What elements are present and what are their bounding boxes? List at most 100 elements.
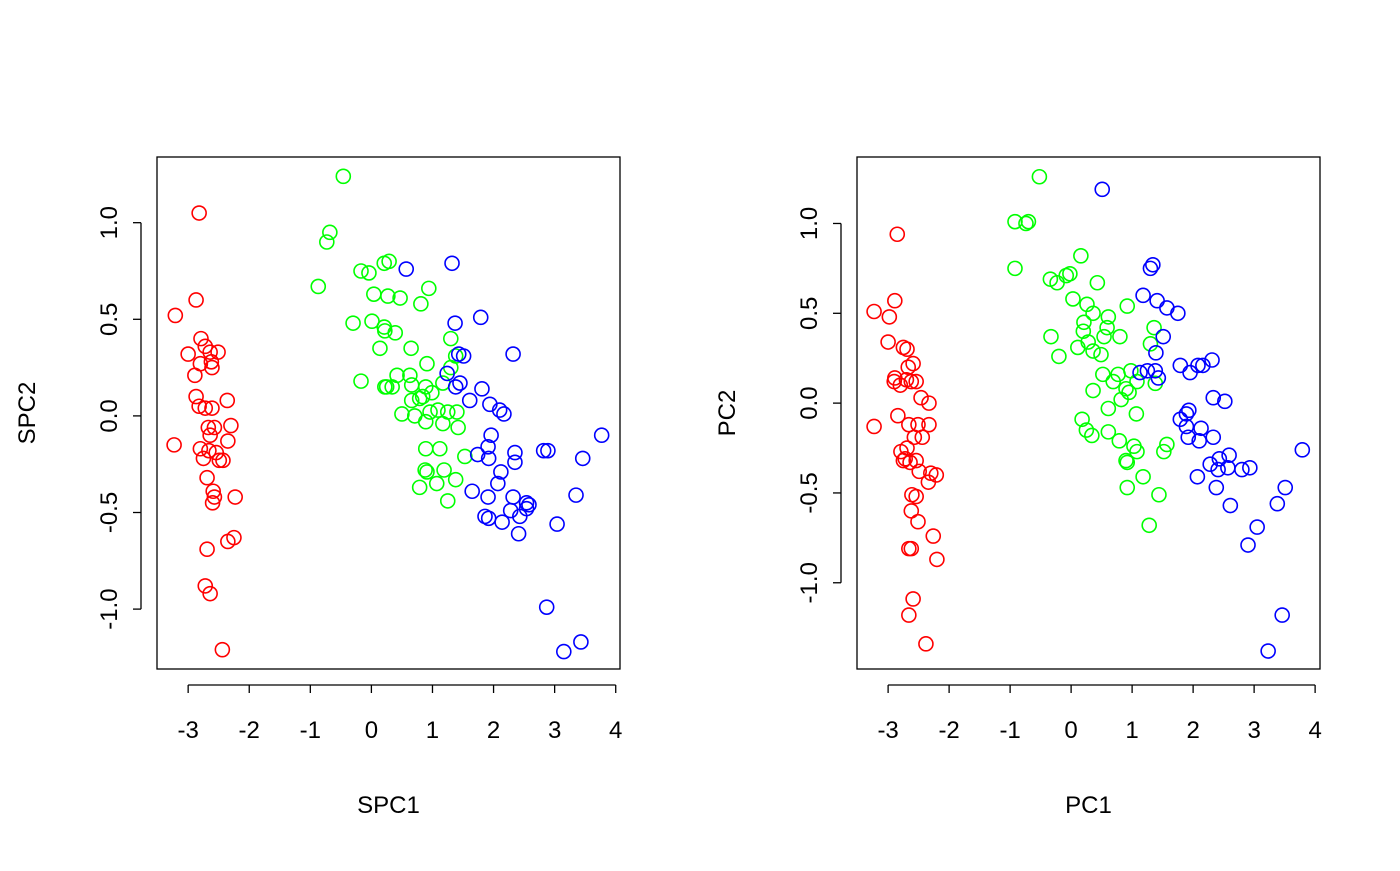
point [403, 392, 420, 409]
point [574, 450, 591, 467]
point [496, 406, 512, 422]
point [1211, 451, 1228, 467]
x-tick-label: 0 [365, 717, 378, 744]
x-tick-label: 4 [609, 717, 622, 744]
point [1031, 168, 1048, 185]
point [505, 346, 521, 362]
y-tick-label: 0.0 [796, 386, 823, 419]
point [432, 440, 448, 457]
point [887, 292, 903, 309]
point [472, 309, 489, 326]
point [518, 495, 535, 511]
point [387, 325, 404, 341]
y-axis-title: SPC2 [14, 382, 41, 445]
x-tick-label: 2 [1186, 717, 1199, 744]
point [1100, 309, 1117, 325]
point [1051, 348, 1067, 365]
x-axis-title: PC1 [1065, 792, 1112, 819]
point [903, 503, 920, 519]
point [491, 402, 508, 418]
point [421, 280, 437, 297]
point [1093, 346, 1109, 363]
point [1132, 364, 1148, 381]
point [480, 450, 497, 467]
point [1119, 454, 1136, 471]
y-tick-label: 0.5 [796, 297, 823, 330]
point [918, 636, 934, 652]
point [443, 330, 459, 347]
point [411, 390, 428, 407]
point [889, 226, 906, 243]
point [353, 263, 369, 279]
point [1249, 519, 1265, 535]
point [202, 427, 218, 444]
point [1135, 287, 1151, 304]
point [480, 489, 496, 505]
point [490, 475, 506, 492]
point [1007, 260, 1023, 277]
point [422, 404, 438, 420]
point [1123, 362, 1139, 379]
point [1128, 406, 1145, 422]
point [1222, 497, 1239, 514]
point [556, 643, 572, 660]
point [1234, 461, 1250, 478]
point [457, 448, 473, 465]
point [1100, 400, 1117, 417]
point [1180, 429, 1197, 446]
point [1020, 213, 1037, 230]
point [439, 365, 455, 382]
point [568, 487, 584, 503]
point [204, 359, 220, 376]
point [1178, 406, 1195, 422]
point [518, 500, 535, 517]
point [435, 415, 451, 432]
point [474, 381, 490, 397]
point [1189, 468, 1206, 485]
point [902, 454, 918, 471]
point [380, 288, 396, 304]
point [1149, 292, 1165, 309]
point [593, 427, 610, 444]
point [398, 261, 415, 277]
point [1070, 339, 1086, 356]
point [1085, 382, 1101, 399]
point [191, 205, 207, 221]
point [322, 224, 338, 241]
point [1195, 357, 1211, 374]
point [1150, 370, 1167, 386]
plot-box [856, 156, 1321, 670]
point [505, 489, 521, 505]
point [483, 427, 499, 444]
x-tick-label: -1 [300, 717, 321, 744]
point [461, 392, 478, 409]
point [215, 452, 231, 469]
point [439, 493, 456, 509]
point [1065, 291, 1081, 307]
point [1147, 362, 1164, 379]
y-tick-label: -0.5 [96, 492, 123, 533]
point [1181, 402, 1197, 419]
point [1089, 274, 1106, 291]
point [381, 253, 397, 270]
point [1085, 305, 1101, 322]
point [414, 388, 431, 405]
point [1172, 357, 1189, 374]
point [886, 373, 903, 390]
y-tick-label: 1.0 [96, 206, 123, 239]
point [1221, 447, 1237, 464]
x-tick-label: -1 [999, 717, 1020, 744]
point [925, 528, 942, 544]
point [538, 599, 555, 615]
point [1269, 495, 1286, 512]
point [199, 541, 215, 558]
point [166, 437, 182, 453]
y-tick-label: 1.0 [796, 207, 823, 240]
point [193, 330, 209, 347]
point [1095, 366, 1111, 383]
point [1142, 260, 1159, 277]
point [1078, 422, 1095, 438]
point [417, 413, 434, 430]
point [866, 303, 882, 320]
point [890, 407, 906, 424]
